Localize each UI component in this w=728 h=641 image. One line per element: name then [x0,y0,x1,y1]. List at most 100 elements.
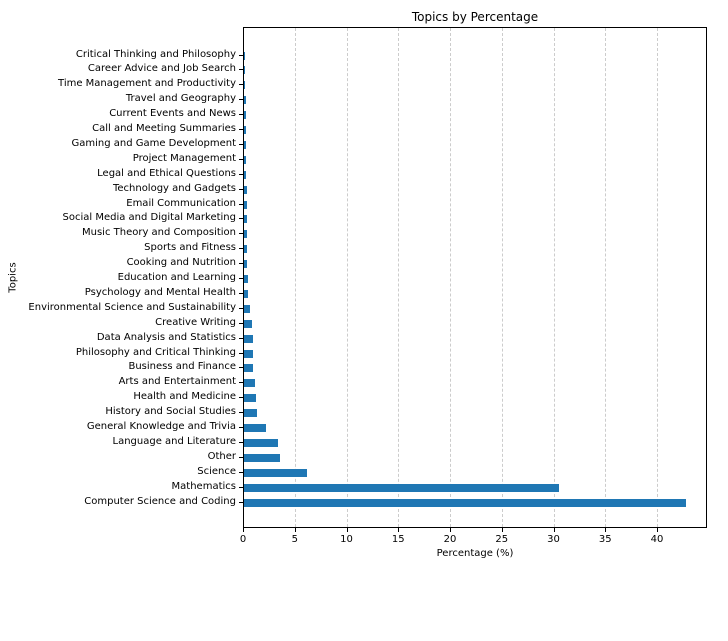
bar [244,260,248,269]
y-tick-label: Project Management [132,152,236,164]
gridline [398,28,400,527]
y-tick [239,54,243,56]
y-tick-label: Science [197,465,236,477]
bar [244,304,251,313]
y-tick-label: Time Management and Productivity [58,78,236,90]
y-tick [239,203,243,205]
plot-area [243,27,707,528]
y-tick-label: Creative Writing [155,316,236,328]
x-tick [398,528,400,532]
y-tick-label: Gaming and Game Development [71,137,236,149]
bar [244,319,253,328]
y-tick [239,233,243,235]
chart-title: Topics by Percentage [411,10,539,24]
x-tick-label: 5 [291,534,298,545]
y-tick [239,382,243,384]
y-tick-label: Education and Learning [117,272,236,283]
y-tick [239,471,243,473]
bar [244,66,245,75]
y-tick [239,278,243,279]
y-tick-label: Philosophy and Critical Thinking [75,346,236,358]
y-tick-label: Health and Medicine [133,391,236,403]
y-tick-label: Call and Meeting Summaries [92,123,236,134]
y-tick-label: Mathematics [171,480,236,492]
y-tick-label: Sports and Fitness [144,242,236,254]
bar [244,185,247,194]
y-tick [239,173,243,175]
y-tick-label: Critical Thinking and Philosophy [75,48,236,60]
y-tick-label: Psychology and Mental Health [84,286,236,298]
y-tick [239,188,243,190]
y-tick-label: Language and Literature [112,435,237,447]
bar [244,468,308,477]
bar [244,379,256,388]
gridline [450,28,451,527]
gridline [657,28,658,527]
y-tick-label: Travel and Geography [125,93,236,105]
x-tick-label: 10 [340,534,353,545]
bar [244,245,247,254]
gridline [346,28,348,527]
y-tick-label: Data Analysis and Statistics [96,331,236,343]
y-tick [239,427,243,428]
bar [244,155,246,164]
bar [244,453,281,462]
x-tick-label: 15 [391,534,405,545]
y-tick [239,456,243,458]
bar [244,51,245,60]
y-tick [239,69,243,71]
x-tick-label: 40 [650,534,664,545]
gridline [501,28,503,527]
x-tick-label: 35 [598,534,612,545]
bar [244,438,279,447]
bar [244,289,249,298]
bar [244,140,246,149]
y-tick-label: Technology and Gadgets [112,182,236,194]
bar [244,349,253,358]
x-tick-label: 0 [239,534,247,545]
y-tick-label: Music Theory and Composition [82,227,236,239]
bar [244,409,258,418]
y-axis-label: Topics [7,262,19,293]
y-tick-label: Career Advice and Job Search [87,63,236,75]
y-tick [239,486,243,488]
gridline [605,28,607,527]
y-tick [239,143,243,145]
bar [244,364,254,373]
y-tick [239,292,243,294]
bar [244,424,266,432]
y-tick [239,158,243,160]
bar [244,170,246,179]
bar [244,200,247,209]
gridline [294,28,296,527]
y-tick [239,352,243,354]
x-tick [553,528,555,532]
x-tick-label: 25 [495,534,509,545]
y-tick [239,307,243,309]
y-tick [239,322,243,324]
y-tick [239,501,243,503]
gridline [553,28,555,527]
bar [244,394,257,403]
y-tick-label: Environmental Science and Sustainability [28,301,236,313]
y-tick-label: Business and Finance [128,361,236,373]
x-tick [450,528,451,532]
bar [244,498,686,507]
y-tick [239,129,243,130]
y-tick-label: Social Media and Digital Marketing [62,212,236,224]
y-tick [239,99,243,101]
y-tick [239,114,243,116]
bar [244,230,247,239]
y-tick-label: Legal and Ethical Questions [97,167,236,179]
y-tick [239,397,243,399]
x-tick-label: 30 [547,534,560,545]
bar [244,81,245,90]
x-tick [243,528,244,532]
bar [244,334,253,343]
y-tick [239,367,243,369]
y-tick-label: History and Social Studies [105,406,236,418]
y-tick [239,84,243,86]
y-tick [239,412,243,414]
x-tick [605,528,607,532]
bar [244,215,247,224]
